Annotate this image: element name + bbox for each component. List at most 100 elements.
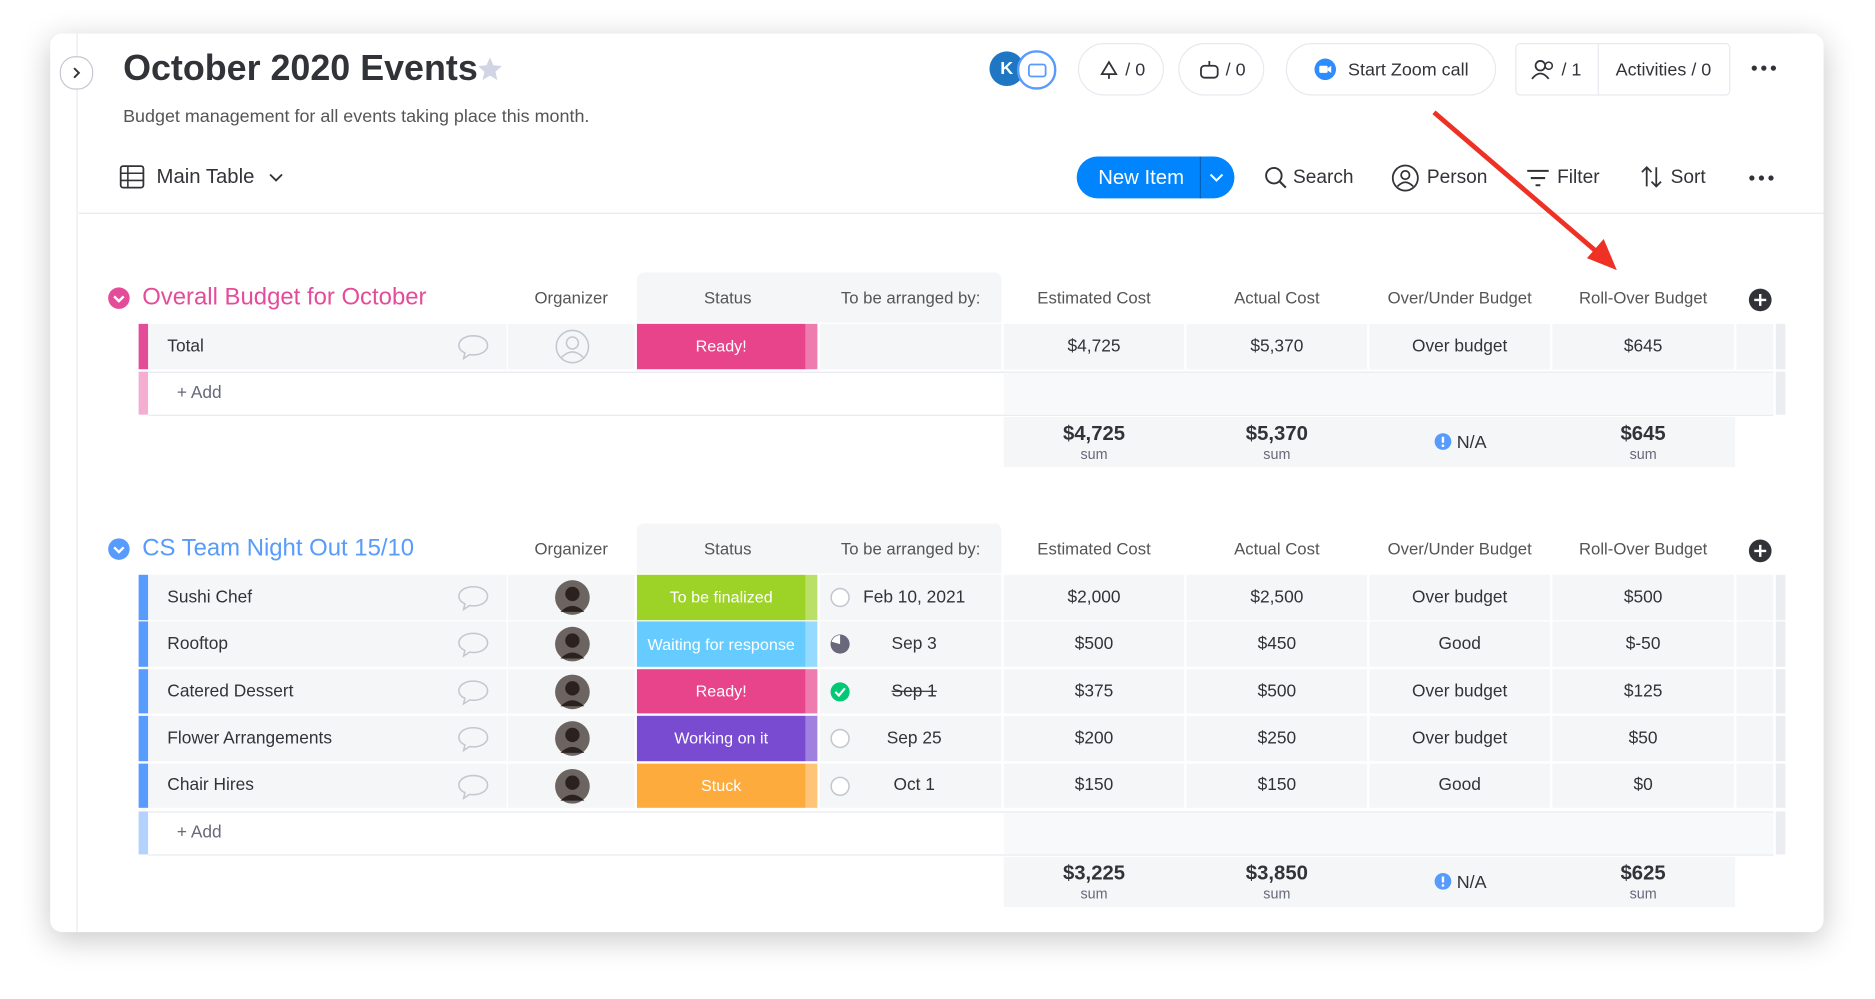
info-icon-graphic xyxy=(1434,433,1452,451)
zoom-button[interactable]: Start Zoom call xyxy=(1285,43,1497,96)
value-cell[interactable]: $645 xyxy=(1552,323,1734,369)
value-cell[interactable]: $200 xyxy=(1003,716,1185,761)
view-chevron[interactable] xyxy=(269,173,283,183)
sort-button[interactable]: Sort xyxy=(1670,167,1706,188)
toolbar-more[interactable] xyxy=(1748,174,1774,181)
date-text[interactable]: Sep 1 xyxy=(891,681,937,701)
organizer-avatar[interactable] xyxy=(554,627,590,663)
new-item-button[interactable]: New Item xyxy=(1076,156,1235,199)
value-cell[interactable]: $500 xyxy=(1186,668,1368,714)
date-text[interactable]: Sep 3 xyxy=(891,634,937,654)
item-name[interactable]: Rooftop xyxy=(167,634,229,654)
guest-avatar[interactable] xyxy=(1016,50,1057,90)
status-cell[interactable]: To be finalized xyxy=(636,574,806,620)
value-cell[interactable]: $500 xyxy=(1552,574,1734,620)
date-status-icon[interactable] xyxy=(829,681,851,703)
value-cell[interactable]: Good xyxy=(1369,621,1550,667)
comment-icon[interactable] xyxy=(456,724,489,753)
group-title[interactable]: Overall Budget for October xyxy=(142,283,427,311)
more-menu[interactable] xyxy=(1751,65,1777,72)
organizer-placeholder[interactable] xyxy=(554,329,590,365)
value-cell[interactable]: $50 xyxy=(1552,716,1734,761)
value-cell[interactable]: $5,370 xyxy=(1186,323,1368,369)
value-cell[interactable]: $4,725 xyxy=(1003,323,1185,369)
updates-button[interactable]: / 0 xyxy=(1077,43,1164,96)
favorite-star[interactable] xyxy=(476,55,505,84)
automations-button[interactable]: / 0 xyxy=(1178,43,1265,96)
filter-button[interactable]: Filter xyxy=(1557,167,1600,188)
date-status-icon[interactable] xyxy=(829,587,851,609)
item-name[interactable]: Sushi Chef xyxy=(167,587,253,607)
item-name[interactable]: Catered Dessert xyxy=(167,681,294,701)
date-status-icon[interactable] xyxy=(829,634,851,656)
organizer-avatar[interactable] xyxy=(554,580,590,616)
comment-icon[interactable] xyxy=(456,583,489,612)
cell xyxy=(819,621,1002,667)
left-rail xyxy=(76,33,78,933)
column-header: Status xyxy=(704,538,752,559)
organizer-avatar[interactable] xyxy=(554,721,590,757)
item-name[interactable]: Flower Arrangements xyxy=(167,728,332,748)
value-cell[interactable]: $250 xyxy=(1186,716,1368,761)
value-cell[interactable]: Over budget xyxy=(1369,323,1550,369)
members-button[interactable]: / 1 xyxy=(1516,44,1595,94)
filter-icon[interactable] xyxy=(1526,168,1550,187)
date-status-icon[interactable] xyxy=(829,728,851,750)
search-icon[interactable] xyxy=(1264,166,1288,190)
value-cell[interactable]: $500 xyxy=(1003,621,1185,667)
date-status-icon[interactable] xyxy=(829,775,851,797)
value-cell[interactable]: $150 xyxy=(1186,763,1368,808)
item-name[interactable]: Chair Hires xyxy=(167,775,254,796)
comment-icon-graphic xyxy=(458,680,489,706)
date-text[interactable]: Sep 25 xyxy=(886,728,942,748)
item-name[interactable]: Total xyxy=(167,336,204,356)
value-cell[interactable]: $150 xyxy=(1003,763,1185,808)
group-title[interactable]: CS Team Night Out 15/10 xyxy=(142,534,415,562)
status-cell[interactable]: Waiting for response xyxy=(636,621,806,667)
group-toggle[interactable] xyxy=(108,538,131,561)
organizer-avatar[interactable] xyxy=(554,674,590,710)
status-cell[interactable]: Working on it xyxy=(636,716,806,761)
date-text[interactable]: Oct 1 xyxy=(893,775,935,796)
value-cell[interactable]: $-50 xyxy=(1552,621,1734,667)
status-fold xyxy=(805,763,818,808)
add-column-graphic xyxy=(1748,539,1772,563)
status-cell[interactable]: Ready! xyxy=(636,668,806,714)
value-cell[interactable]: $2,500 xyxy=(1186,574,1368,620)
organizer-avatar-graphic xyxy=(555,721,590,757)
comment-icon[interactable] xyxy=(456,677,489,706)
organizer-avatar[interactable] xyxy=(554,768,590,804)
person-button[interactable]: Person xyxy=(1426,167,1488,188)
value-cell[interactable]: $450 xyxy=(1186,621,1368,667)
status-cell[interactable]: Ready! xyxy=(636,323,806,369)
sort-icon[interactable] xyxy=(1641,166,1663,188)
comment-icon[interactable] xyxy=(456,630,489,659)
organizer-avatar-graphic xyxy=(555,768,590,804)
add-column[interactable] xyxy=(1748,539,1772,563)
value-cell[interactable]: Over budget xyxy=(1369,574,1550,620)
add-column-graphic xyxy=(1748,288,1772,312)
comment-icon-graphic xyxy=(458,633,489,659)
date-text[interactable]: Feb 10, 2021 xyxy=(863,587,966,607)
value-cell[interactable]: Good xyxy=(1369,763,1550,808)
value-cell[interactable]: $2,000 xyxy=(1003,574,1185,620)
comment-icon[interactable] xyxy=(456,771,489,800)
add-item[interactable]: + Add xyxy=(176,823,222,843)
add-item[interactable]: + Add xyxy=(176,384,222,404)
info-icon-graphic xyxy=(1434,872,1452,890)
new-item-chevron[interactable] xyxy=(1209,173,1224,183)
person-icon[interactable] xyxy=(1391,164,1420,193)
value-cell[interactable]: Over budget xyxy=(1369,668,1550,714)
search-button[interactable]: Search xyxy=(1292,167,1354,188)
view-selector[interactable]: Main Table xyxy=(156,164,255,188)
collapse-toggle[interactable] xyxy=(59,56,94,90)
group-toggle[interactable] xyxy=(108,287,131,310)
add-column[interactable] xyxy=(1748,288,1772,312)
value-cell[interactable]: $375 xyxy=(1003,668,1185,714)
activities-button[interactable]: Activities / 0 xyxy=(1615,59,1712,80)
value-cell[interactable]: Over budget xyxy=(1369,716,1550,761)
comment-icon[interactable] xyxy=(456,332,489,361)
status-cell[interactable]: Stuck xyxy=(636,763,806,808)
value-cell[interactable]: $125 xyxy=(1552,668,1734,714)
value-cell[interactable]: $0 xyxy=(1552,763,1734,808)
